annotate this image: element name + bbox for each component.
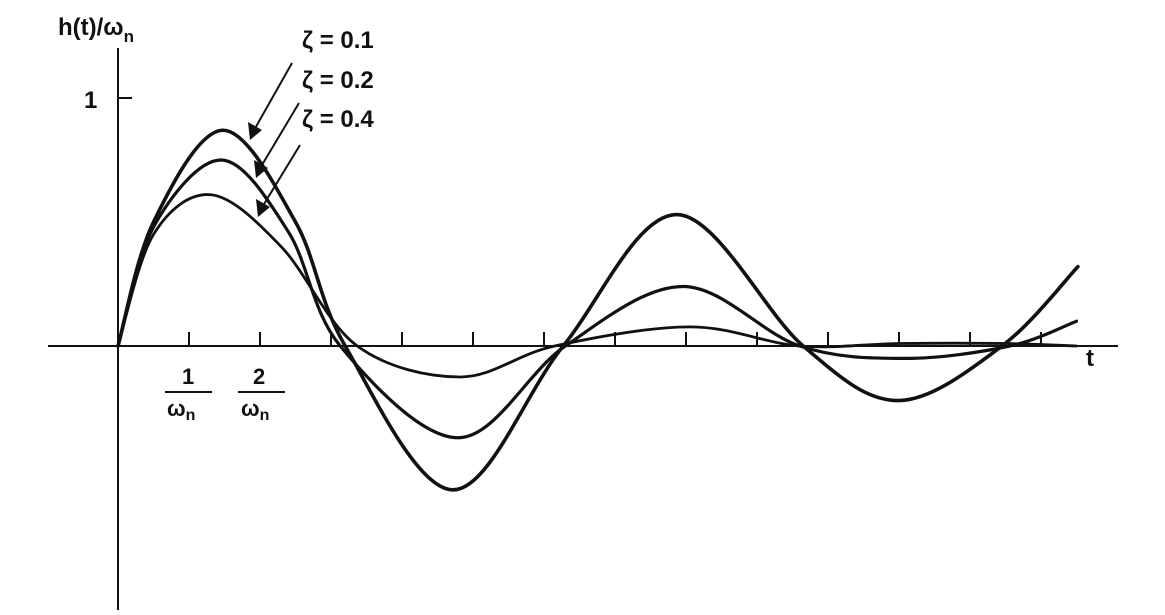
x-axis-label: t [1086,345,1094,372]
y-axis-label: h(t)/ωn [58,14,134,46]
y-tick-label-1: 1 [84,87,97,114]
svg-text:ωn: ωn [241,396,269,424]
series-line-0.2 [116,158,1079,440]
legend-arrow-zeta-0.4 [256,144,301,217]
series-line-0.4 [116,193,1078,379]
svg-text:ωn: ωn [167,396,195,424]
svg-text:2: 2 [253,364,265,389]
legend-arrow-zeta-0.1 [248,62,293,140]
legend-label-zeta-0.4: ζ = 0.4 [302,106,374,133]
legend-label-zeta-0.2: ζ = 0.2 [302,67,374,94]
x-tick-label-1: 1 ωn [165,364,212,424]
legend-arrow-zeta-0.2 [254,102,300,178]
legend-label-zeta-0.1: ζ = 0.1 [302,27,374,54]
svg-text:1: 1 [182,364,194,389]
x-tick-label-2: 2 ωn [238,364,285,424]
series-line-0.1 [116,128,1080,492]
